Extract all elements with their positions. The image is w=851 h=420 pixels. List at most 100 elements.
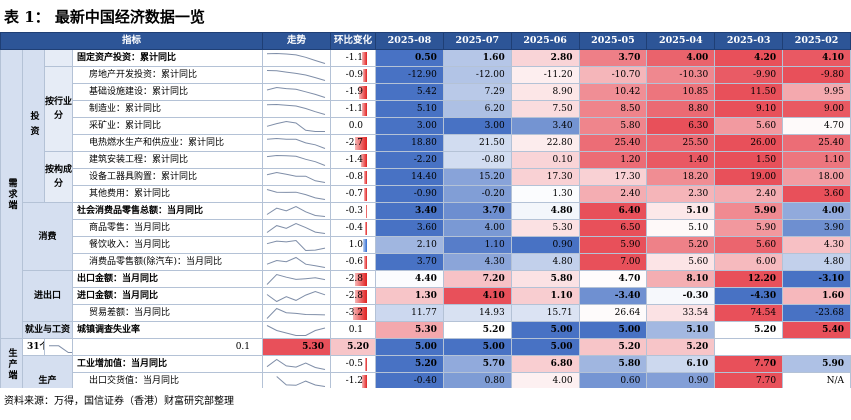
month-value: 1.30 — [375, 287, 444, 305]
month-value: -0.30 — [646, 287, 716, 305]
table-row: 出口交货值：当月同比 -1.2 -0.40 0.80 4.00 0.60 0.90 7.70 N… — [1, 372, 851, 388]
trend-sparkline — [262, 270, 332, 288]
trend-sparkline — [262, 253, 332, 271]
sparkline-line — [266, 137, 326, 149]
month-value: 1.30 — [510, 185, 580, 203]
header-month: 2025-02 — [782, 32, 851, 50]
month-value: 1.60 — [782, 287, 851, 305]
table-row: 设备工器具购置：累计同比 -0.8 14.40 15.20 17.30 17.30 18.2… — [1, 168, 851, 186]
table-row: 按行业分 房地产开发投资：累计同比 -0.9 -12.90 -12.00 -11.20 -1… — [1, 66, 851, 152]
mom-change-cell: -0.3 — [330, 202, 377, 220]
month-value: 0.80 — [442, 372, 512, 388]
mom-change-bar — [362, 51, 368, 65]
month-value: 18.80 — [375, 134, 444, 152]
month-value: 10.85 — [646, 83, 716, 101]
mom-change-cell: -2.7 — [330, 134, 377, 152]
month-value: 4.80 — [510, 202, 580, 220]
trend-sparkline — [44, 338, 73, 356]
month-value: 2.10 — [375, 236, 444, 254]
header-month: 2025-07 — [442, 32, 512, 50]
month-value: 5.20 — [375, 355, 444, 373]
month-value: 26.64 — [578, 304, 648, 322]
month-value: 1.10 — [510, 287, 580, 305]
month-value: 0.10 — [510, 151, 580, 169]
month-value: -0.80 — [442, 151, 512, 169]
month-value: 3.70 — [375, 253, 444, 271]
month-value: 15.20 — [442, 168, 512, 186]
table-row: 消费品零售额(除汽车)：当月同比 -0.6 3.70 4.30 4.80 7.00 5.60… — [1, 253, 851, 271]
mom-change-value: -1.4 — [345, 154, 364, 165]
month-value: 10.42 — [578, 83, 648, 101]
mom-change-cell: -0.9 — [330, 66, 377, 84]
month-value: 5.20 — [646, 236, 716, 254]
table-title: 表 1： 最新中国经济数据一览 — [4, 8, 205, 26]
month-value: 6.80 — [510, 355, 580, 373]
month-value: 18.00 — [782, 168, 851, 186]
month-value: 3.60 — [375, 219, 444, 237]
month-value: -10.30 — [646, 66, 716, 84]
indicator-name: 制造业：累计同比 — [71, 100, 264, 118]
trend-sparkline — [262, 372, 332, 388]
mom-change-cell: -0.6 — [330, 253, 377, 271]
month-value: 5.20 — [330, 338, 377, 356]
subsubgroup-label — [44, 49, 73, 67]
mom-change-value: -0.8 — [345, 171, 364, 182]
mom-change-bar — [365, 204, 368, 218]
mom-change-cell: -0.8 — [330, 168, 377, 186]
month-value: 4.10 — [782, 49, 851, 67]
subgroup-label: 进出口 — [22, 270, 73, 322]
table-row: 进出口 出口金额：当月同比 -2.8 4.40 7.20 5.80 4.70 8.10 12.2… — [1, 270, 851, 322]
mom-change-bar — [354, 272, 368, 286]
table-row: 就业与工资 城镇调查失业率 0.1 5.30 5.20 5.00 5.00 5.10 5.20 5… — [1, 321, 851, 339]
header-month: 2025-04 — [646, 32, 716, 50]
month-value: 4.00 — [442, 219, 512, 237]
month-value: 6.50 — [578, 219, 648, 237]
month-value: 9.00 — [782, 100, 851, 118]
month-value: 6.40 — [578, 202, 648, 220]
economic-data-table: 指标 走势 环比变化 2025-08 2025-07 2025-06 2025-… — [0, 32, 851, 388]
table-row: 消费 社会消费品零售总额：当月同比 -0.3 3.40 3.70 4.80 6.40 5.10… — [1, 202, 851, 271]
month-value: N/A — [782, 372, 851, 388]
month-value: 4.30 — [782, 236, 851, 254]
sparkline-line — [266, 222, 326, 234]
table-row: 商品零售：当月同比 -0.4 3.60 4.00 5.30 6.50 5.10 5.90 3.9… — [1, 219, 851, 237]
month-value: 5.60 — [646, 253, 716, 271]
month-value: 7.50 — [510, 100, 580, 118]
month-value: 6.00 — [714, 253, 784, 271]
month-value: 15.71 — [510, 304, 580, 322]
month-value: 12.20 — [714, 270, 784, 288]
trend-sparkline — [262, 304, 332, 322]
sparkline-line — [276, 375, 326, 387]
header-month: 2025-08 — [375, 32, 444, 50]
mom-change-cell: -2.8 — [330, 270, 377, 288]
month-value: 5.00 — [578, 321, 648, 339]
table-row: 生产 工业增加值：当月同比 -0.5 5.20 5.70 6.80 5.80 6.10 7.70… — [1, 355, 851, 388]
month-value: 25.50 — [646, 134, 716, 152]
header-mom: 环比变化 — [330, 32, 377, 50]
month-value: 5.80 — [510, 270, 580, 288]
month-value: 3.40 — [375, 202, 444, 220]
month-value: 0.90 — [646, 372, 716, 388]
sparkline-line — [266, 307, 326, 319]
month-value: 0.50 — [375, 49, 444, 67]
month-value: 5.00 — [375, 338, 444, 356]
month-value: 5.10 — [646, 219, 716, 237]
mom-change-bar — [363, 187, 368, 201]
mom-change-bar — [361, 374, 368, 388]
month-value: 5.20 — [442, 321, 512, 339]
month-value: 3.00 — [442, 117, 512, 135]
table-row: 基础设施建设：累计同比 -1.9 5.42 7.29 8.90 10.42 10.85 11.… — [1, 83, 851, 101]
mom-change-cell: 0.1 — [330, 321, 377, 339]
mom-change-bar — [355, 136, 368, 150]
sparkline-line — [266, 256, 326, 268]
month-value: -3.40 — [578, 287, 648, 305]
table-row: 生产端31个大城市：城镇调查失业率0.15.305.205.005.005.00… — [0, 338, 851, 388]
trend-sparkline — [262, 134, 332, 152]
month-value: 5.90 — [782, 355, 851, 373]
indicator-name: 固定资产投资：累计同比 — [71, 49, 264, 67]
month-value: 4.80 — [782, 253, 851, 271]
month-value: 1.40 — [646, 151, 716, 169]
mom-change-cell: -0.4 — [330, 219, 377, 237]
trend-sparkline — [262, 219, 332, 237]
month-value: 6.20 — [442, 100, 512, 118]
